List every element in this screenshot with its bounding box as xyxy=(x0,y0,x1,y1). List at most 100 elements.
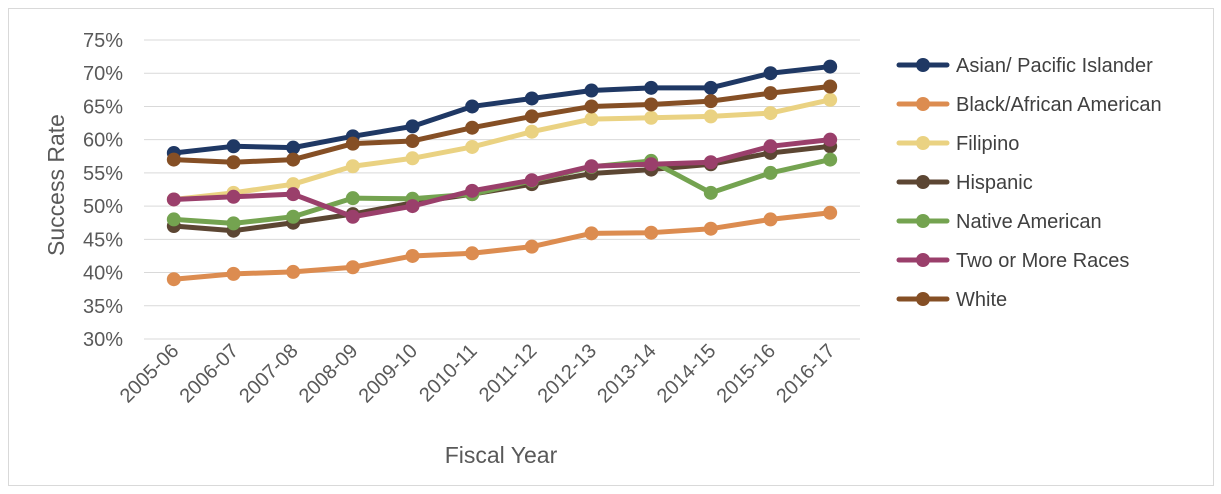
series-white xyxy=(166,79,838,170)
legend: Asian/ Pacific Islander Black/African Ame… xyxy=(896,55,1162,311)
data-point xyxy=(763,106,778,121)
data-point xyxy=(823,92,838,107)
legend-label: White xyxy=(956,289,1007,311)
data-point xyxy=(286,187,301,202)
y-tick-label: 45% xyxy=(83,229,123,251)
legend-label: Hispanic xyxy=(956,172,1033,194)
data-point xyxy=(405,151,420,166)
data-point xyxy=(703,185,718,200)
data-point xyxy=(823,79,838,94)
legend-swatch-marker xyxy=(916,175,930,189)
data-point xyxy=(345,136,360,151)
data-point xyxy=(465,139,480,154)
y-tick-label: 50% xyxy=(83,196,123,218)
x-tick-label: 2009-10 xyxy=(355,340,422,407)
data-point xyxy=(584,83,599,98)
data-point xyxy=(823,132,838,147)
data-point xyxy=(524,124,539,139)
data-point xyxy=(345,209,360,224)
data-point xyxy=(644,157,659,172)
data-point xyxy=(226,216,241,231)
y-tick-label: 30% xyxy=(83,329,123,351)
data-point xyxy=(465,183,480,198)
series-line xyxy=(171,137,833,220)
y-tick-label: 60% xyxy=(83,130,123,152)
data-point xyxy=(226,189,241,204)
data-point xyxy=(465,120,480,135)
data-point xyxy=(166,212,181,227)
legend-item: Filipino xyxy=(896,133,1019,155)
series-lines xyxy=(166,59,838,287)
data-point xyxy=(345,159,360,174)
data-point xyxy=(166,152,181,167)
data-point xyxy=(763,165,778,180)
legend-label: Two or More Races xyxy=(956,250,1129,272)
series-line xyxy=(171,97,833,202)
legend-label: Filipino xyxy=(956,133,1019,155)
legend-swatch-marker xyxy=(916,136,930,150)
legend-item: Hispanic xyxy=(896,172,1033,194)
x-tick-label: 2010-11 xyxy=(415,340,481,406)
y-tick-label: 70% xyxy=(83,63,123,85)
data-point xyxy=(584,159,599,174)
data-point xyxy=(286,264,301,279)
data-point xyxy=(524,109,539,124)
y-axis-ticks: 30% 35% 40% 45% 50% 55% 60% 65% 70% 75% xyxy=(83,30,123,351)
data-point xyxy=(166,272,181,287)
legend-item: Two or More Races xyxy=(896,250,1129,272)
data-point xyxy=(763,86,778,101)
x-tick-label: 2011-12 xyxy=(475,340,541,406)
data-point xyxy=(226,155,241,170)
data-point xyxy=(703,221,718,236)
series-line xyxy=(171,84,833,165)
data-point xyxy=(763,139,778,154)
data-point xyxy=(286,209,301,224)
data-point xyxy=(823,152,838,167)
data-point xyxy=(644,110,659,125)
data-point xyxy=(823,59,838,74)
data-point xyxy=(703,80,718,95)
x-axis-title: Fiscal Year xyxy=(445,442,558,468)
data-point xyxy=(286,177,301,192)
data-point xyxy=(584,112,599,127)
data-point xyxy=(584,226,599,241)
data-point xyxy=(286,140,301,155)
x-tick-label: 2008-09 xyxy=(295,340,362,407)
x-tick-label: 2014-15 xyxy=(653,340,720,407)
data-point xyxy=(226,266,241,281)
x-tick-label: 2016-17 xyxy=(772,340,839,407)
y-axis-title: Success Rate xyxy=(43,114,69,256)
legend-item: Black/African American xyxy=(896,94,1162,116)
series-two-or-more-races xyxy=(166,132,838,224)
data-point xyxy=(644,225,659,240)
data-point xyxy=(405,248,420,263)
x-tick-label: 2005-06 xyxy=(116,340,183,407)
legend-item: Asian/ Pacific Islander xyxy=(896,55,1153,77)
y-tick-label: 75% xyxy=(83,30,123,52)
data-point xyxy=(703,109,718,124)
data-point xyxy=(405,119,420,134)
x-tick-label: 2006-07 xyxy=(176,340,243,407)
x-tick-label: 2013-14 xyxy=(593,340,660,407)
legend-label: Native American xyxy=(956,211,1102,233)
legend-item: White xyxy=(896,289,1007,311)
data-point xyxy=(644,80,659,95)
x-axis-ticks: 2005-062006-072007-082008-092009-102010-… xyxy=(116,340,840,407)
series-line xyxy=(171,210,833,282)
x-tick-label: 2007-08 xyxy=(235,340,302,407)
legend-label: Black/African American xyxy=(956,94,1162,116)
data-point xyxy=(405,133,420,148)
legend-swatch-marker xyxy=(916,214,930,228)
data-point xyxy=(703,155,718,170)
y-tick-label: 55% xyxy=(83,163,123,185)
data-point xyxy=(405,199,420,214)
data-point xyxy=(823,205,838,220)
legend-item: Native American xyxy=(896,211,1102,233)
legend-swatch-marker xyxy=(916,58,930,72)
data-point xyxy=(345,260,360,275)
data-point xyxy=(226,139,241,154)
data-point xyxy=(465,246,480,261)
data-point xyxy=(644,97,659,112)
x-tick-label: 2015-16 xyxy=(713,340,780,407)
